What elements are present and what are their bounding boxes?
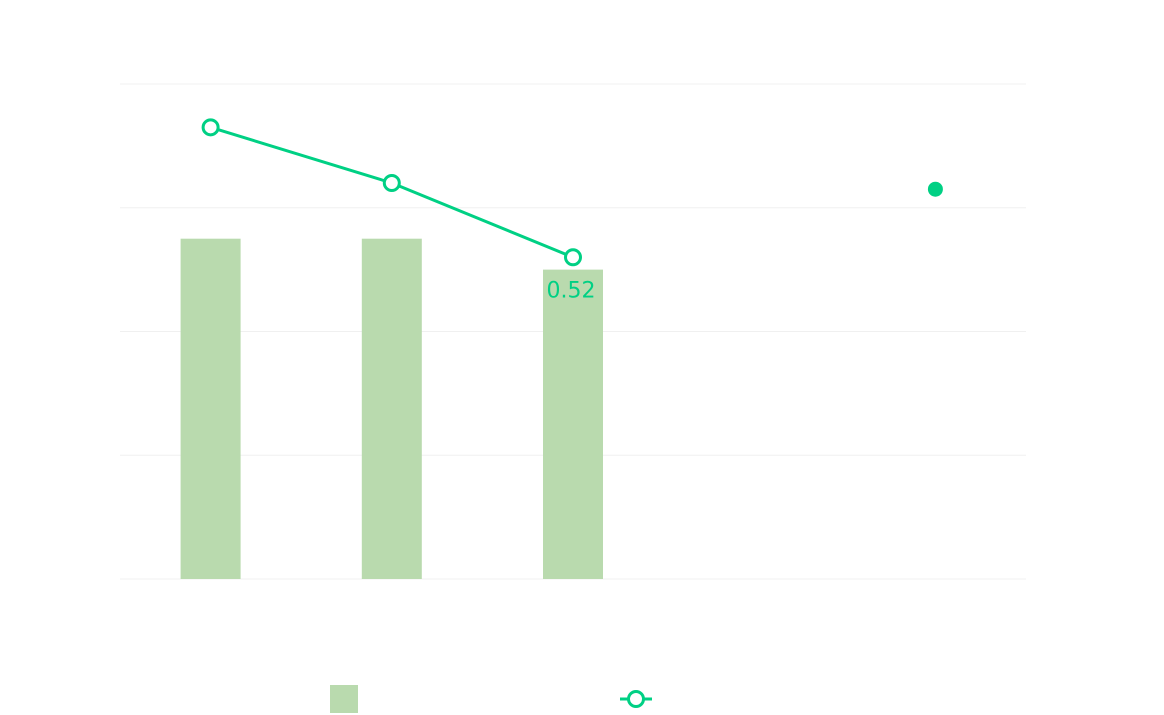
bar-series [180,238,603,579]
data-label: 0.52 [547,278,596,303]
line-point[interactable] [564,248,582,267]
legend-line-swatch [620,690,652,708]
legend [0,685,1164,715]
legend-bar-swatch [330,685,358,713]
line-point[interactable] [382,174,401,192]
bar[interactable] [361,238,422,579]
legend-item-line[interactable] [620,685,660,713]
bar[interactable] [180,238,241,579]
line-point[interactable] [927,181,943,197]
data-labels: 0.52 [547,278,596,303]
line-point[interactable] [201,118,220,137]
bar[interactable] [543,269,603,579]
series-line [209,125,575,259]
legend-line-marker [627,690,645,708]
legend-item-bar[interactable] [330,685,366,713]
line-series [201,118,943,267]
